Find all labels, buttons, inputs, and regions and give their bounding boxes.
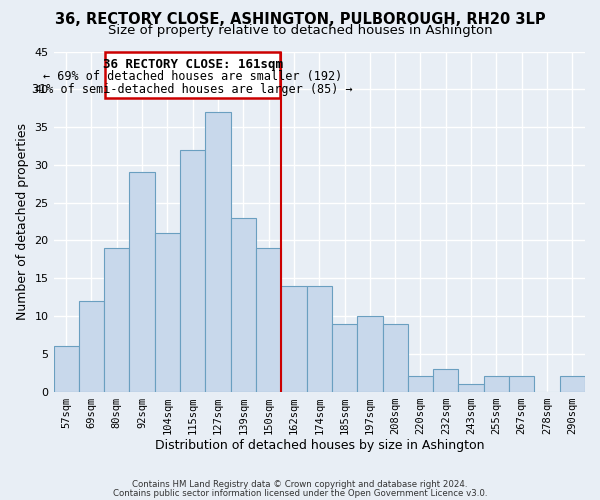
Bar: [357, 316, 383, 392]
Bar: [205, 112, 230, 392]
Bar: [256, 248, 281, 392]
Bar: [230, 218, 256, 392]
Bar: [433, 369, 458, 392]
Bar: [130, 172, 155, 392]
Text: 31% of semi-detached houses are larger (85) →: 31% of semi-detached houses are larger (…: [32, 83, 353, 96]
Bar: [332, 324, 357, 392]
Text: 36 RECTORY CLOSE: 161sqm: 36 RECTORY CLOSE: 161sqm: [103, 58, 283, 70]
Text: ← 69% of detached houses are smaller (192): ← 69% of detached houses are smaller (19…: [43, 70, 343, 84]
Text: Contains HM Land Registry data © Crown copyright and database right 2024.: Contains HM Land Registry data © Crown c…: [132, 480, 468, 489]
Bar: [383, 324, 408, 392]
Bar: [509, 376, 535, 392]
Bar: [408, 376, 433, 392]
Text: Size of property relative to detached houses in Ashington: Size of property relative to detached ho…: [107, 24, 493, 37]
Bar: [104, 248, 130, 392]
Y-axis label: Number of detached properties: Number of detached properties: [16, 123, 29, 320]
Text: 36, RECTORY CLOSE, ASHINGTON, PULBOROUGH, RH20 3LP: 36, RECTORY CLOSE, ASHINGTON, PULBOROUGH…: [55, 12, 545, 28]
FancyBboxPatch shape: [106, 52, 280, 98]
Bar: [560, 376, 585, 392]
X-axis label: Distribution of detached houses by size in Ashington: Distribution of detached houses by size …: [155, 440, 484, 452]
Bar: [458, 384, 484, 392]
Bar: [307, 286, 332, 392]
Bar: [53, 346, 79, 392]
Bar: [155, 233, 180, 392]
Bar: [79, 301, 104, 392]
Bar: [281, 286, 307, 392]
Bar: [180, 150, 205, 392]
Bar: [484, 376, 509, 392]
Text: Contains public sector information licensed under the Open Government Licence v3: Contains public sector information licen…: [113, 488, 487, 498]
